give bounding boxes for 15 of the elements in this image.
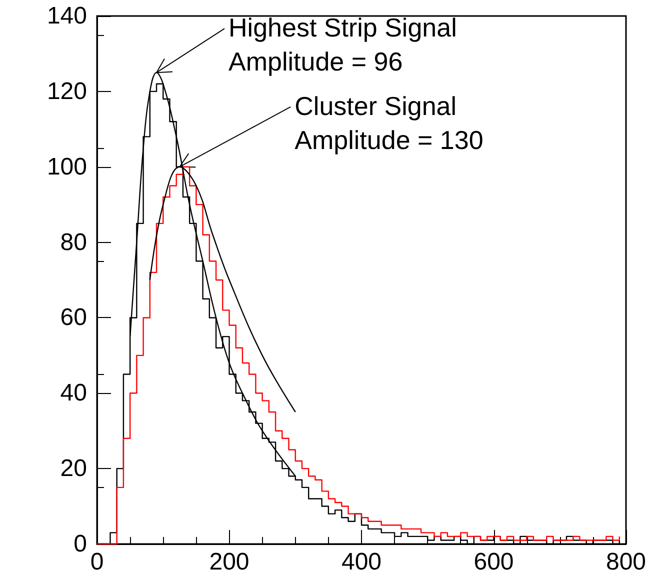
x-tick-label: 600 (474, 548, 514, 576)
y-tick-label: 140 (46, 2, 87, 30)
x-tick-label: 200 (209, 548, 250, 576)
y-tick-label: 60 (60, 304, 87, 332)
annotation: Highest Strip Signal Amplitude = 96 (228, 12, 457, 77)
annotation: Cluster Signal Amplitude = 130 (294, 90, 484, 155)
y-tick-label: 0 (74, 530, 87, 558)
x-tick-label: 400 (341, 548, 382, 576)
y-tick-label: 120 (46, 78, 87, 105)
y-tick-label: 20 (60, 455, 87, 482)
x-tick-label: 800 (606, 548, 646, 576)
y-tick-label: 80 (60, 228, 87, 256)
x-tick-label: 0 (90, 548, 104, 576)
y-tick-label: 100 (46, 153, 87, 180)
y-tick-label: 40 (60, 380, 87, 407)
